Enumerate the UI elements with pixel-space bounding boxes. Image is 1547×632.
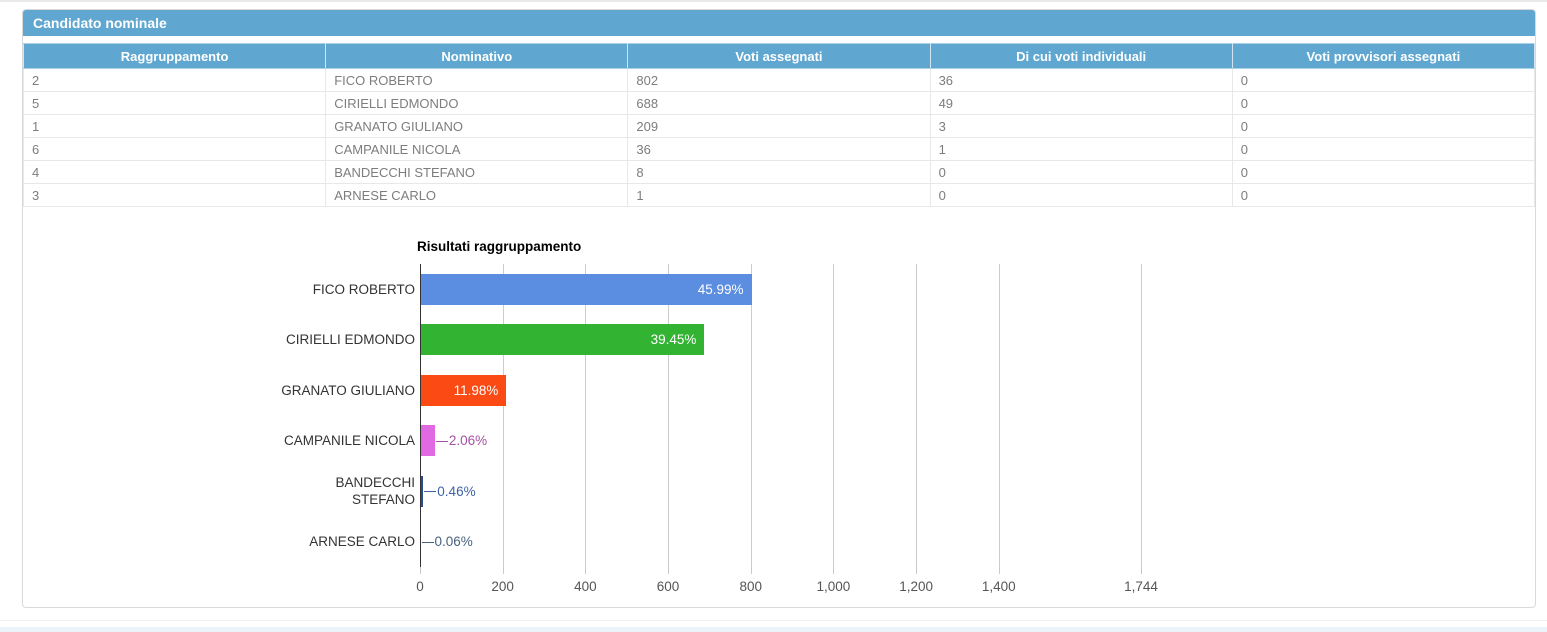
table-cell: 688: [627, 91, 931, 115]
gridline: [502, 264, 504, 573]
table-cell: 0: [929, 183, 1233, 207]
table-cell: 1: [22, 114, 327, 138]
category-label: CIRIELLI EDMONDO: [285, 332, 415, 348]
table-cell: 6: [22, 137, 327, 161]
table-row: 4 BANDECCHI STEFANO 8 0 0: [22, 160, 1536, 184]
table-cell: 4: [22, 160, 327, 184]
table-cell: 0: [1231, 137, 1536, 161]
x-tick-label: 400: [574, 579, 597, 594]
axis-tick: [833, 567, 835, 574]
table-cell: 36: [627, 137, 931, 161]
gridline: [585, 264, 587, 573]
column-header-4: Voti provvisori assegnati: [1231, 43, 1536, 69]
table-cell: CAMPANILE NICOLA: [325, 137, 629, 161]
category-label: FICO ROBERTO: [312, 281, 415, 297]
axis-tick: [916, 567, 918, 574]
gridline: [998, 264, 1000, 573]
table-row: 5 CIRIELLI EDMONDO 688 49 0: [22, 91, 1536, 115]
table-cell: GRANATO GIULIANO: [325, 114, 629, 138]
x-tick-label: 0: [416, 579, 424, 594]
page-top-divider: [0, 0, 1547, 2]
x-tick-label: 800: [739, 579, 762, 594]
bar-value-label: 0.46%: [437, 483, 476, 499]
category-label: BANDECCHI STEFANO: [335, 475, 415, 508]
y-axis-line: [420, 264, 421, 567]
table-cell: 0: [1231, 114, 1536, 138]
panel-title: Candidato nominale: [23, 10, 1535, 36]
axis-tick: [420, 567, 421, 574]
table-header: Raggruppamento Nominativo Voti assegnati Di…: [22, 43, 1536, 69]
chart-title: Risultati raggruppamento: [417, 239, 582, 254]
bar-bandecchi-stefano[interactable]: [420, 475, 424, 507]
next-panel-header-sliver: [0, 627, 1547, 632]
bar-campanile-nicola[interactable]: [420, 425, 435, 457]
table-cell: 802: [627, 68, 931, 92]
table-cell: 0: [1231, 91, 1536, 115]
x-tick-label: 600: [656, 579, 680, 594]
plot-area: 0 200 400 600 800 1,000 1,200 1,400 1,744 45.99% F…: [281, 264, 1165, 594]
x-tick-label: 1,400: [981, 579, 1016, 594]
table-cell: 0: [929, 160, 1233, 184]
table-cell: 36: [929, 68, 1233, 92]
table-row: 6 CAMPANILE NICOLA 36 1 0: [22, 137, 1536, 161]
annotation-stem: [435, 440, 448, 442]
gridline: [668, 264, 670, 573]
gridline: [1141, 264, 1142, 573]
table-cell: 5: [22, 91, 327, 115]
bar-value-label: 11.98%: [453, 382, 499, 398]
axis-tick: [585, 567, 587, 574]
axis-tick: [750, 567, 752, 574]
table-row: 1 GRANATO GIULIANO 209 3 0: [22, 114, 1536, 138]
x-tick-label: 1,744: [1124, 579, 1158, 594]
axis-tick: [998, 567, 1000, 574]
table-cell: 0: [1231, 68, 1536, 92]
x-tick-label: 1,000: [816, 579, 851, 594]
axis-tick: [502, 567, 504, 574]
axis-tick: [668, 567, 670, 574]
candidates-table: Raggruppamento Nominativo Voti assegnati Di…: [22, 43, 1536, 207]
gridline: [750, 264, 752, 573]
bar-fico-roberto[interactable]: [420, 273, 752, 305]
table-row: 2 FICO ROBERTO 802 36 0: [22, 68, 1536, 92]
bar-value-label: 45.99%: [697, 281, 744, 297]
bar-granato-giuliano[interactable]: [420, 374, 507, 406]
category-label: CAMPANILE NICOLA: [283, 433, 415, 449]
column-header-3: Di cui voti individuali: [929, 43, 1233, 69]
column-header-0: Raggruppamento: [22, 43, 327, 69]
candidato-nominale-panel: Candidato nominale Raggruppamento Nominat…: [22, 9, 1536, 608]
table-cell: BANDECCHI STEFANO: [325, 160, 629, 184]
category-label: GRANATO GIULIANO: [281, 382, 415, 398]
table-cell: 3: [929, 114, 1233, 138]
table-cell: 49: [929, 91, 1233, 115]
table-cell: 0: [1231, 160, 1536, 184]
category-label: ARNESE CARLO: [309, 534, 415, 550]
table-cell: 8: [627, 160, 931, 184]
table-cell: CIRIELLI EDMONDO: [325, 91, 629, 115]
column-header-1: Nominativo: [325, 43, 629, 69]
gridline: [916, 264, 918, 573]
table-cell: ARNESE CARLO: [325, 183, 629, 207]
table-cell: 2: [22, 68, 327, 92]
bar-cirielli-edmondo[interactable]: [420, 324, 705, 356]
table-cell: 3: [22, 183, 327, 207]
column-header-2: Voti assegnati: [627, 43, 931, 69]
gridline: [833, 264, 835, 573]
table-cell: FICO ROBERTO: [325, 68, 629, 92]
table-cell: 1: [627, 183, 931, 207]
table-cell: 209: [627, 114, 931, 138]
bar-value-label: 39.45%: [650, 332, 697, 348]
x-tick-label: 1,200: [899, 579, 933, 594]
axis-tick: [1141, 567, 1142, 574]
annotation-stem: [421, 541, 434, 543]
table-cell: 1: [929, 137, 1233, 161]
table-row: 3 ARNESE CARLO 1 0 0: [22, 183, 1536, 207]
table-cell: 0: [1231, 183, 1536, 207]
bar-value-label: 2.06%: [448, 433, 488, 449]
x-tick-label: 200: [491, 579, 514, 594]
annotation-stem: [424, 491, 437, 493]
bar-value-label: 0.06%: [434, 534, 473, 550]
section-divider: [0, 620, 1547, 621]
